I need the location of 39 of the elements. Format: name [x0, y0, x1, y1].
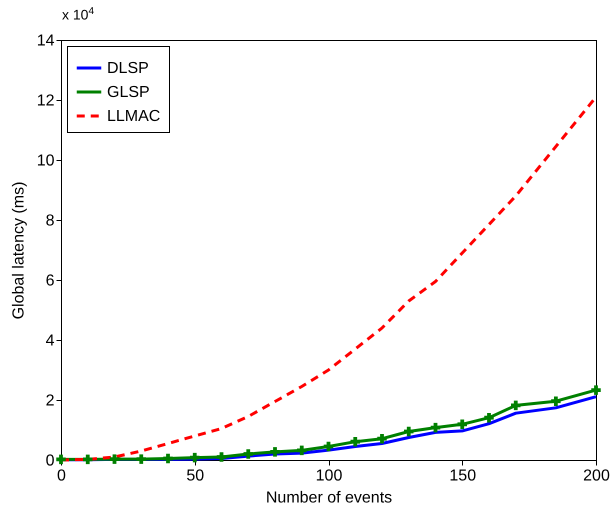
y-tick-label: 8 [46, 212, 55, 230]
point [551, 396, 561, 406]
point [216, 452, 226, 462]
point [511, 400, 520, 410]
point [110, 454, 120, 464]
x-tick-label: 100 [316, 468, 342, 484]
x-tick-label: 50 [186, 468, 204, 484]
x-tick-label: 0 [57, 468, 66, 484]
point [244, 449, 253, 459]
point [163, 454, 173, 464]
x-tick-label: 150 [449, 468, 476, 484]
point [83, 454, 92, 464]
y-tick-label: 2 [46, 392, 55, 410]
y-tick-label: 6 [46, 272, 55, 290]
legend-label: GLSP [107, 84, 150, 101]
point [591, 385, 601, 395]
point [404, 426, 414, 436]
y-axis-title: Global latency (ms) [10, 182, 28, 320]
legend-label: DLSP [107, 60, 149, 77]
point [458, 420, 467, 430]
x-tick-label: 200 [583, 468, 610, 484]
point [297, 446, 306, 456]
point [377, 434, 387, 444]
y-tick-label: 12 [36, 92, 55, 110]
y-tick-label: 14 [36, 32, 55, 50]
point [324, 442, 334, 452]
point [190, 452, 200, 462]
point [270, 447, 280, 457]
point [350, 436, 360, 446]
point [136, 454, 146, 464]
legend-label: LLMAC [107, 108, 160, 125]
x-axis-title: Number of events [266, 490, 392, 506]
y-tick-label: 10 [36, 152, 55, 170]
text: x 10$^{4}$ [62, 6, 94, 23]
y-tick-label: 0 [46, 452, 55, 470]
point [484, 412, 494, 422]
point [430, 422, 440, 432]
point [56, 454, 66, 464]
y-tick-label: 4 [46, 332, 55, 350]
